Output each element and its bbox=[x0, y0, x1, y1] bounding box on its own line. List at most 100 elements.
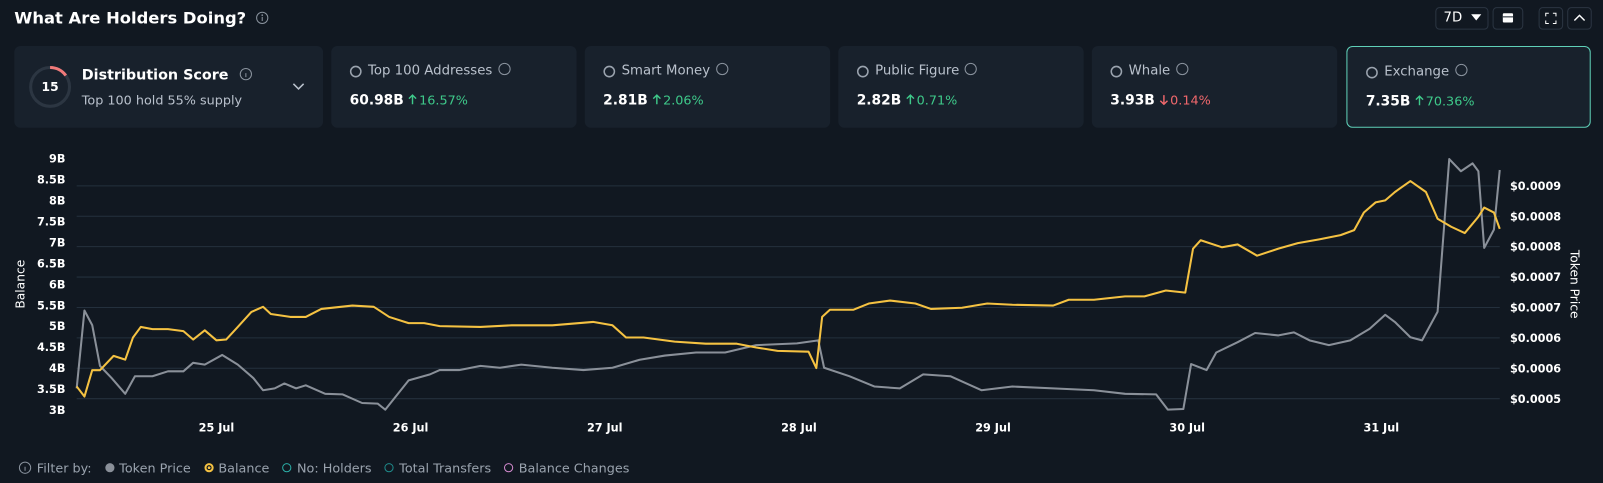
info-circle bbox=[964, 62, 978, 76]
y-tick-label: 5B bbox=[49, 320, 65, 333]
card-value: 7.35B 70.36% bbox=[1366, 93, 1475, 109]
x-tick-label: 29 Jul bbox=[975, 421, 1011, 434]
info-icon bbox=[256, 11, 269, 25]
distribution-card[interactable]: 15 Distribution Score Top 100 hold 55% s… bbox=[14, 46, 324, 128]
legend-text: Balance bbox=[218, 460, 270, 476]
filter-item[interactable]: Total Transfers bbox=[384, 460, 492, 476]
card-label-text: Smart Money bbox=[621, 63, 711, 79]
x-tick-label: 25 Jul bbox=[199, 421, 235, 434]
holder-card[interactable]: Exchange 7.35B 70.36% bbox=[1346, 46, 1591, 128]
card-label-text: Public Figure bbox=[875, 63, 960, 79]
info-icon bbox=[1454, 63, 1468, 77]
icon-shape bbox=[1366, 66, 1378, 79]
card-value-text: 2.82B bbox=[856, 92, 902, 109]
y2-tick-label: $0.0006 bbox=[1510, 332, 1561, 345]
arrow-shape bbox=[1415, 95, 1424, 106]
holder-card[interactable]: Whale 3.93B 0.14% bbox=[1091, 46, 1338, 128]
change-arrow bbox=[1159, 95, 1168, 106]
x-tick-label: 28 Jul bbox=[781, 421, 817, 434]
card-change: 2.06% bbox=[652, 92, 704, 107]
fullscreen-button[interactable] bbox=[1538, 7, 1564, 30]
change-arrow bbox=[652, 94, 661, 105]
card-label: Exchange bbox=[1384, 63, 1468, 80]
card-change: 0.71% bbox=[905, 92, 957, 107]
icon-shape bbox=[349, 65, 362, 78]
y-tick-label: 6B bbox=[49, 278, 65, 291]
card-icon bbox=[603, 65, 616, 78]
score-arc bbox=[49, 65, 68, 77]
y-tick-label: 3B bbox=[49, 404, 65, 417]
info-circle bbox=[497, 62, 511, 76]
distribution-title-text: Distribution Score bbox=[81, 67, 229, 84]
filter-item[interactable]: Balance Changes bbox=[504, 460, 629, 475]
y-tick-label: 8.5B bbox=[37, 174, 65, 187]
y-tick-label: 7.5B bbox=[37, 215, 65, 228]
arrow-shape bbox=[905, 94, 915, 105]
filter-item[interactable]: No: Holders bbox=[282, 460, 372, 476]
x-tick-label: 26 Jul bbox=[393, 421, 429, 434]
series-line bbox=[75, 158, 1501, 411]
card-icon bbox=[1110, 65, 1123, 78]
legend-item[interactable]: Token Price bbox=[104, 460, 191, 476]
y-tick-label: 6.5B bbox=[37, 257, 65, 270]
score-ring: 15 bbox=[29, 65, 72, 108]
card-change-text: 2.06% bbox=[663, 92, 704, 108]
card-value-text: 60.98B bbox=[349, 92, 404, 109]
arrow-shape bbox=[652, 94, 661, 105]
arrow-shape bbox=[1159, 95, 1168, 106]
card-value: 2.81B 2.06% bbox=[603, 92, 704, 108]
card-change: 70.36% bbox=[1414, 93, 1474, 108]
change-arrow bbox=[1415, 95, 1424, 106]
card-change-text: 70.36% bbox=[1425, 93, 1475, 109]
filter-text: Total Transfers bbox=[399, 460, 492, 476]
y2-tick-label: $0.0007 bbox=[1510, 271, 1561, 284]
holder-card[interactable]: Smart Money 2.81B 2.06% bbox=[584, 46, 831, 128]
info-icon bbox=[964, 62, 978, 76]
info-icon bbox=[715, 62, 728, 76]
info-circle bbox=[1175, 62, 1189, 76]
card-label-text: Exchange bbox=[1384, 64, 1450, 80]
holder-card[interactable]: Top 100 Addresses 60.98B 16.57% bbox=[331, 46, 577, 128]
y-tick-label: 3.5B bbox=[37, 383, 65, 396]
icon-shape bbox=[1110, 65, 1123, 78]
legend: Filter by: Token Price Balance No: Holders… bbox=[18, 460, 629, 475]
y-tick-label: 5.5B bbox=[37, 299, 65, 312]
chevron bbox=[292, 83, 305, 91]
y-tick-label: 4B bbox=[49, 362, 65, 375]
card-value-text: 3.93B bbox=[1110, 92, 1155, 109]
filter-dot bbox=[384, 463, 395, 473]
calendar-button[interactable] bbox=[1492, 7, 1524, 30]
y-tick-label: 4.5B bbox=[37, 341, 65, 354]
y-tick-label: 7B bbox=[49, 236, 65, 249]
period-dropdown[interactable]: 7D bbox=[1435, 7, 1489, 30]
card-change-text: 0.14% bbox=[1170, 92, 1211, 108]
calendar-icon bbox=[1502, 13, 1514, 23]
card-value: 2.82B 0.71% bbox=[857, 92, 958, 108]
score-value: 15 bbox=[42, 80, 59, 94]
y2-axis-title: Token Price bbox=[1567, 249, 1581, 319]
series-line bbox=[75, 180, 1501, 398]
legend-item[interactable]: Balance bbox=[204, 460, 269, 475]
card-label-text: Whale bbox=[1128, 63, 1171, 79]
distribution-title: Distribution Score bbox=[81, 67, 253, 84]
collapse-button[interactable] bbox=[1567, 7, 1592, 30]
y2-tick-label: $0.0007 bbox=[1510, 302, 1561, 315]
filter-text: No: Holders bbox=[296, 460, 372, 476]
collapse-icon bbox=[1573, 14, 1586, 21]
card-label-text: Top 100 Addresses bbox=[368, 63, 493, 79]
filter-dot bbox=[282, 463, 292, 473]
info-circle bbox=[715, 62, 728, 76]
info-circle bbox=[1454, 63, 1468, 77]
change-arrow bbox=[408, 94, 417, 105]
caret bbox=[1471, 14, 1482, 21]
card-label: Public Figure bbox=[875, 62, 978, 79]
y-tick-label: 8B bbox=[49, 194, 65, 207]
filter-dot bbox=[504, 463, 514, 473]
arrow-shape bbox=[408, 94, 417, 105]
card-label: Whale bbox=[1128, 62, 1189, 79]
holder-card[interactable]: Public Figure 2.82B 0.71% bbox=[838, 46, 1084, 128]
x-tick-label: 27 Jul bbox=[587, 421, 623, 434]
card-value: 3.93B 0.14% bbox=[1110, 92, 1211, 108]
legend-text: Token Price bbox=[119, 460, 191, 476]
